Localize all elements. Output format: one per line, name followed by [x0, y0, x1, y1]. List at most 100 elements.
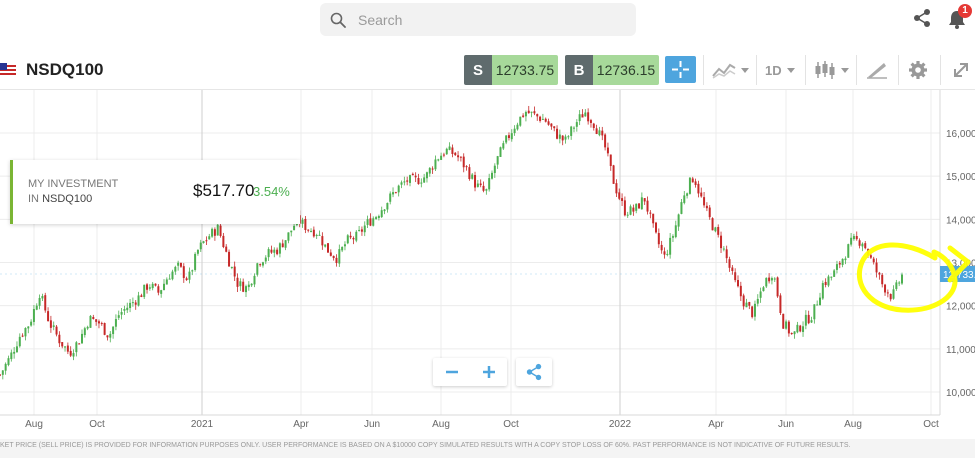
- candle-body: [720, 235, 723, 249]
- candle-body: [86, 326, 89, 329]
- candle-body: [759, 291, 762, 298]
- candle-body: [89, 315, 92, 328]
- candle-body: [753, 303, 756, 317]
- candle-body: [635, 203, 638, 211]
- candle-body: [824, 281, 827, 286]
- candle-body: [307, 229, 310, 231]
- candle-body: [810, 320, 813, 323]
- price-chart[interactable]: 10,000 11,000 12,000 13,000 14,000 15,000 16,0…: [0, 90, 975, 439]
- candle-body: [703, 197, 706, 206]
- candle-body: [884, 284, 887, 293]
- candle-body: [208, 236, 211, 240]
- candle-body: [431, 168, 434, 170]
- candle-body: [522, 115, 525, 117]
- share-icon[interactable]: [912, 8, 932, 28]
- candle-body: [18, 336, 21, 347]
- candle-body: [41, 296, 44, 299]
- zoom-out-button[interactable]: [433, 358, 470, 386]
- candle-body: [663, 251, 666, 255]
- sell-price: 12733.75: [492, 55, 558, 85]
- chart-type-dropdown[interactable]: [712, 59, 749, 81]
- search-box[interactable]: [320, 3, 636, 36]
- candle-body: [827, 276, 830, 286]
- candle-body: [81, 333, 83, 344]
- x-tick-label: Oct: [89, 419, 105, 430]
- candle-body: [409, 175, 411, 183]
- candle-body: [875, 262, 878, 273]
- candle-body: [343, 244, 346, 247]
- candle-body: [533, 111, 536, 114]
- candle-body: [120, 312, 123, 315]
- candle-body: [7, 358, 10, 365]
- toolbar-divider: [940, 55, 941, 85]
- candle-body: [714, 227, 717, 232]
- candle-body: [471, 174, 474, 179]
- candle-body: [493, 165, 496, 174]
- candle-body: [898, 282, 901, 284]
- candle-body: [222, 235, 225, 248]
- candle-body: [895, 282, 898, 289]
- candle-body: [27, 326, 30, 329]
- toolbar-divider: [756, 55, 757, 85]
- crosshair-button[interactable]: [665, 56, 696, 83]
- timeframe-dropdown[interactable]: 1D: [765, 59, 795, 81]
- candle-body: [191, 270, 194, 272]
- candle-body: [643, 198, 646, 202]
- drawing-tools-button[interactable]: [866, 59, 888, 81]
- candle-body: [377, 216, 380, 218]
- candle-body: [861, 243, 864, 247]
- candle-body: [657, 233, 660, 245]
- top-bar: 1: [0, 0, 975, 44]
- candle-body: [392, 192, 395, 195]
- candle-body: [442, 154, 445, 156]
- sell-button[interactable]: S 12733.75: [464, 55, 558, 85]
- investment-prefix: IN: [28, 193, 39, 205]
- candle-body: [787, 321, 790, 334]
- candle-body: [140, 295, 143, 297]
- candle-body: [479, 183, 482, 186]
- toolbar-divider: [856, 55, 857, 85]
- y-tick-label: 16,000: [946, 129, 975, 140]
- search-input[interactable]: [358, 11, 608, 28]
- candle-body: [15, 346, 18, 353]
- candle-body: [163, 283, 165, 290]
- candle-body: [369, 218, 372, 226]
- candle-body: [547, 121, 550, 125]
- candle-body: [114, 319, 117, 327]
- zoom-in-button[interactable]: [470, 358, 507, 386]
- candle-body: [24, 328, 27, 337]
- chart-share-button[interactable]: [516, 358, 552, 386]
- candle-body: [352, 238, 355, 240]
- x-tick-label: Apr: [708, 419, 724, 430]
- candle-body: [785, 321, 788, 329]
- candle-style-dropdown[interactable]: [814, 59, 849, 81]
- candle-body: [564, 136, 567, 140]
- buy-button[interactable]: B 12736.15: [565, 55, 659, 85]
- candle-body: [606, 147, 609, 154]
- candle-body: [688, 177, 691, 194]
- candle-body: [92, 316, 95, 320]
- candle-body: [686, 193, 689, 196]
- highlight-circle: [856, 242, 971, 313]
- candle-body: [383, 209, 386, 212]
- fullscreen-button[interactable]: [951, 59, 971, 81]
- disclaimer-text: KET PRICE (SELL PRICE) IS PROVIDED FOR I…: [0, 439, 975, 458]
- settings-button[interactable]: [908, 59, 928, 81]
- candle-body: [799, 325, 802, 332]
- candle-body: [556, 128, 559, 139]
- candle-body: [83, 328, 86, 336]
- candle-body: [366, 219, 369, 225]
- candle-body: [638, 203, 641, 209]
- candle-body: [205, 240, 208, 242]
- investment-change: 3.54%: [253, 184, 290, 199]
- candle-body: [406, 180, 409, 182]
- candle-body: [151, 283, 154, 289]
- candle-body: [445, 148, 448, 155]
- y-tick-label: 13,000: [946, 259, 975, 270]
- candle-body: [225, 246, 228, 252]
- x-tick-label: Oct: [503, 419, 519, 430]
- investment-symbol: NSDQ100: [42, 193, 93, 205]
- candle-body: [488, 178, 491, 190]
- candle-body: [584, 112, 587, 117]
- candle-body: [100, 323, 103, 325]
